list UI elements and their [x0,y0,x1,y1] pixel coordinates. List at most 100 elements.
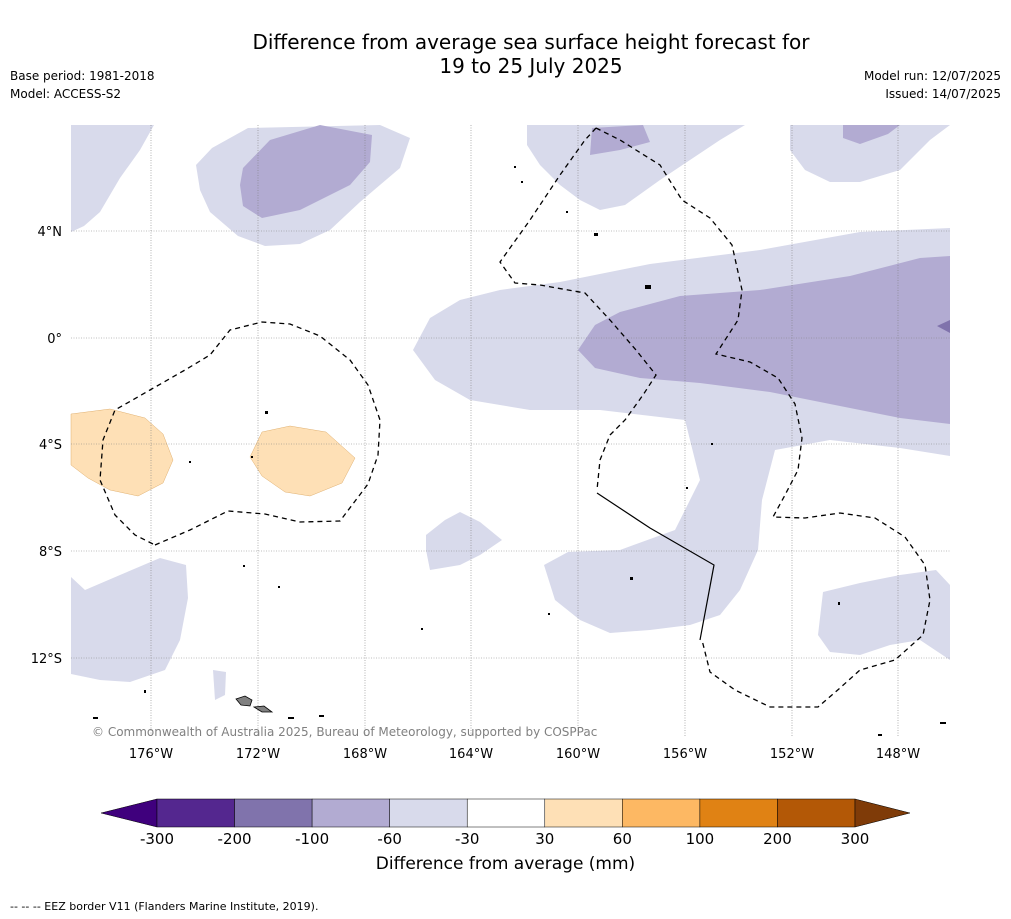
meta-left: Base period: 1981-2018 Model: ACCESS-S2 [10,67,155,103]
region-north-center [527,125,745,210]
region-southwest [71,558,188,682]
issued-date: Issued: 14/07/2025 [885,87,1001,101]
atoll [278,586,280,588]
atoll [878,734,882,736]
colorbar-tick-label: -60 [377,830,402,848]
atoll [514,166,516,168]
atoll [421,628,423,630]
model-name: Model: ACCESS-S2 [10,87,122,101]
lon-label: 156°W [663,747,707,762]
atoll [594,233,598,236]
colorbar-tick-label: -100 [295,830,329,848]
lat-label: 4°N [38,225,63,240]
colorbar-swatch [622,798,701,828]
lat-label: 0° [47,332,62,347]
atoll [251,456,253,458]
region-ne-small [843,125,900,144]
region-southeast [818,570,950,660]
graticule [71,125,951,737]
region-small-island-patch [213,670,226,700]
atoll [566,211,568,213]
map-title: Difference from average sea surface heig… [0,30,1011,78]
title-line-2: 19 to 25 July 2025 [439,54,623,78]
lon-label: 168°W [343,747,387,762]
anomaly-medium-purple [240,125,950,424]
atoll [319,715,324,717]
colorbar-swatch [466,798,546,828]
atoll [288,717,294,719]
atoll [265,411,268,414]
copyright-text: © Commonwealth of Australia 2025, Bureau… [92,725,597,739]
colorbar-tick-label: 100 [686,830,715,848]
meta-right: Model run: 12/07/2025 Issued: 14/07/2025 [864,67,1001,103]
eez-solid-boundary [596,492,715,641]
lon-label: 176°W [129,747,173,762]
region-north-core [240,125,372,218]
island-upolu [252,705,274,713]
anomaly-light-orange [70,408,356,497]
lon-label: 152°W [770,747,814,762]
islands [235,695,274,713]
lat-label: 4°S [39,438,62,453]
title-line-1: Difference from average sea surface heig… [252,30,810,54]
region-equatorial-core [578,256,950,424]
atoll [93,717,98,719]
lat-label: 12°S [31,652,62,667]
atoll [521,181,523,183]
colorbar-tick-label: -300 [140,830,174,848]
small-atolls [93,166,946,736]
region-ne-corner [790,125,950,182]
map-panel: © Commonwealth of Australia 2025, Bureau… [70,125,951,739]
colorbar-swatch [311,798,390,828]
eez-note: -- -- -- EEZ border V11 (Flanders Marine… [10,900,319,913]
colorbar-tick-label: 30 [535,830,554,848]
region-darker-patch [937,320,950,333]
eez-tokelau [99,321,381,546]
lon-label: 148°W [876,747,920,762]
colorbar-swatch [156,798,235,828]
atoll [711,443,713,445]
eez-kiribati-line [595,127,931,708]
lon-label: 164°W [449,747,493,762]
colorbar-extend-high [854,798,911,828]
region-orange-west [70,408,174,497]
atoll [243,565,245,567]
atoll [686,487,688,489]
colorbar-extend-low [100,798,158,828]
colorbar-tick-label: 60 [613,830,632,848]
atoll [630,577,633,580]
colorbar-swatch [389,798,468,828]
colorbar-swatches [156,798,856,828]
colorbar-tick-label: -30 [455,830,480,848]
model-run: Model run: 12/07/2025 [863,69,1001,83]
atoll [144,690,146,693]
lon-label: 172°W [236,747,280,762]
lon-labels: 176°W 172°W 168°W 164°W 160°W 156°W 152°… [129,747,920,762]
atoll [548,613,550,615]
atoll [645,285,651,289]
base-period: Base period: 1981-2018 [10,69,155,83]
atoll [940,722,946,724]
lat-labels: 4°N 0° 4°S 8°S 12°S [31,225,62,667]
eez-northern-loop [499,127,657,491]
region-orange-center [249,425,356,497]
colorbar-tick-label: -200 [218,830,252,848]
colorbar-swatch [234,798,313,828]
eez-borders [99,127,931,708]
atoll [189,461,191,463]
colorbar-label: Difference from average (mm) [375,854,636,874]
colorbar-swatch [777,798,856,828]
lon-label: 160°W [556,747,600,762]
atoll [838,602,840,605]
colorbar-swatch [699,798,778,828]
region-small-south [426,512,502,570]
colorbar-swatch [544,798,623,828]
colorbar-ticks: -300 -200 -100 -60 -30 30 60 100 200 300 [140,830,869,848]
colorbar-tick-label: 300 [841,830,870,848]
colorbar: -300 -200 -100 -60 -30 30 60 100 200 300 [100,798,911,848]
colorbar-tick-label: 200 [763,830,792,848]
lat-label: 8°S [39,545,62,560]
region-nw-corner [71,125,154,232]
island-savaii [235,695,253,707]
